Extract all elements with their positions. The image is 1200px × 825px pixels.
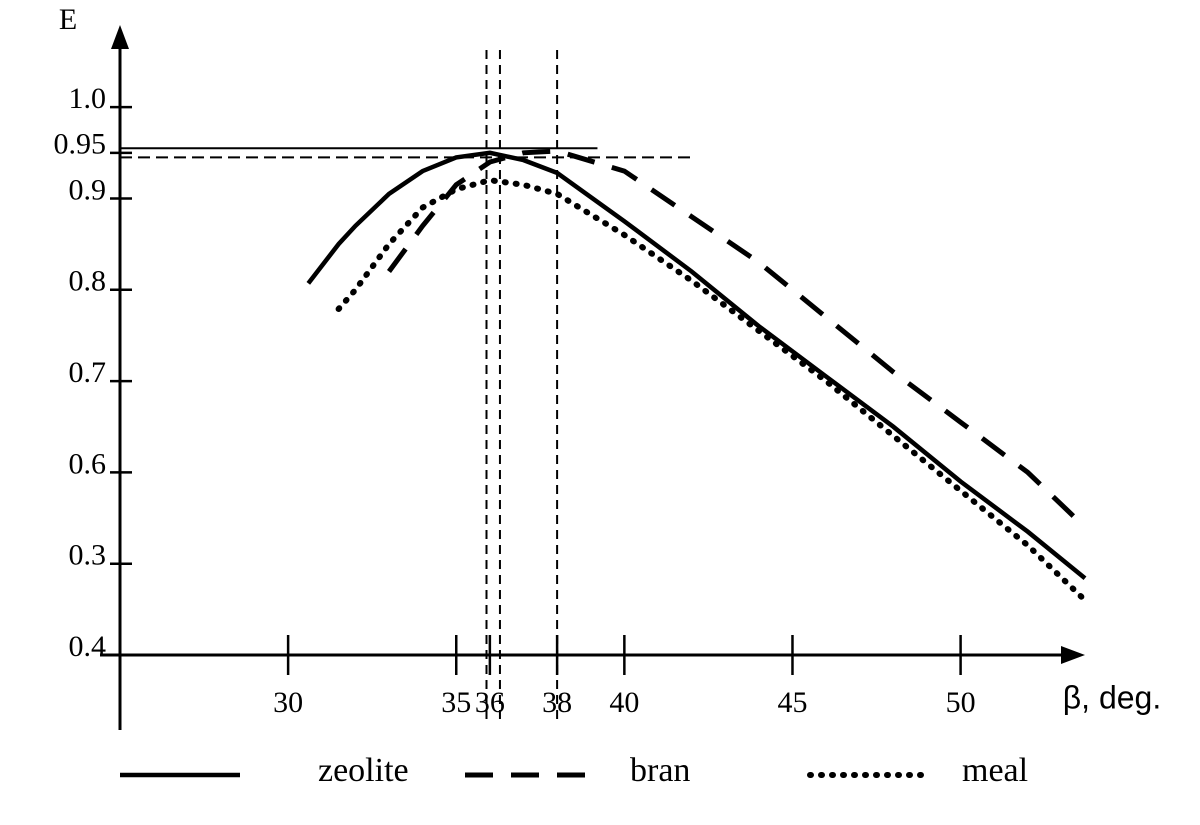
legend-label: zeolite [318,752,409,789]
y-tick-label: 0.7 [69,356,107,389]
x-tick-label: 30 [273,686,303,719]
y-tick-label: 1.0 [69,82,107,115]
y-tick-label: 0.4 [69,630,107,663]
series-line [386,148,1087,530]
x-tick-label: 50 [946,686,976,719]
series-line [335,177,1088,604]
x-tick-label: 45 [777,686,807,719]
y-axis-arrow [111,25,129,49]
legend-label: meal [962,752,1028,789]
x-tick-label: 40 [609,686,639,719]
y-axis-label: E [59,3,77,36]
x-tick-label: 35 [441,686,471,719]
series-line [306,150,1087,581]
x-axis-arrow [1061,646,1085,664]
x-axis-label: β, deg. [1063,679,1161,715]
y-tick-label: 0.95 [54,128,107,161]
legend-label: bran [630,752,690,789]
y-tick-label: 0.6 [69,447,107,480]
y-tick-label: 0.8 [69,265,107,298]
y-tick-label: 0.9 [69,173,107,206]
y-tick-label: 0.3 [69,539,107,572]
